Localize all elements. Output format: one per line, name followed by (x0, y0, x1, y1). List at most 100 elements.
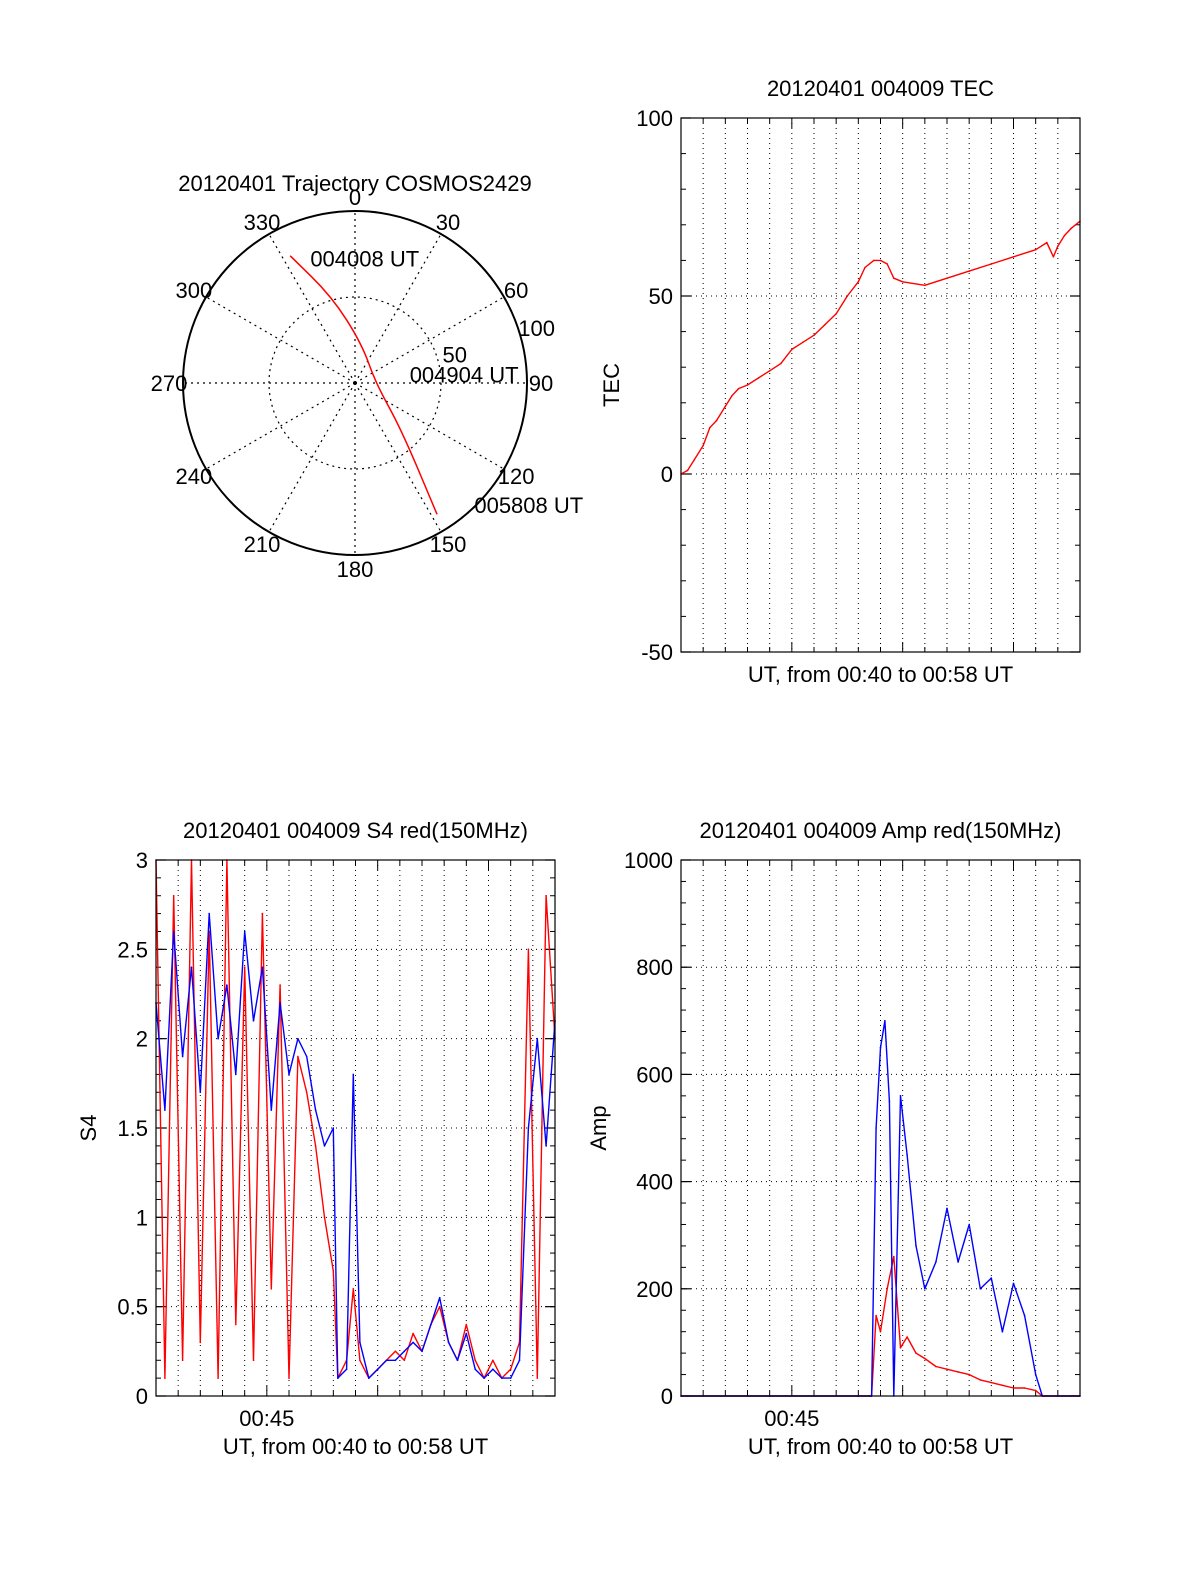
series-point (288, 1377, 290, 1379)
series-point (1023, 1314, 1026, 1317)
series-point (957, 1371, 959, 1373)
series-point (1012, 1387, 1015, 1389)
series-point (915, 1245, 917, 1247)
series-point (536, 1377, 539, 1379)
series-point (190, 966, 193, 968)
series-point (501, 1377, 503, 1379)
series-point (474, 1359, 477, 1362)
series-point (447, 1341, 450, 1344)
polar-angle-label: 210 (244, 532, 281, 557)
series-point (359, 1359, 361, 1362)
series-point (780, 362, 782, 365)
x-tick-label: 00:45 (764, 1406, 819, 1431)
series-point (802, 341, 804, 344)
y-tick-label: 0 (661, 462, 673, 487)
series-point (465, 1332, 468, 1335)
y-axis-label: S4 (76, 1115, 101, 1142)
series-point (906, 1154, 908, 1156)
series-point (1063, 234, 1066, 237)
trajectory-annotation: 005808 UT (474, 493, 583, 518)
trajectory-annotation: 004008 UT (310, 247, 419, 272)
series-point (990, 1381, 993, 1384)
series-point (857, 281, 860, 283)
chart-title: 20120401 004009 Amp red(150MHz) (699, 818, 1061, 843)
series-point (297, 1055, 299, 1058)
series-point (279, 1002, 281, 1004)
series-point (456, 1359, 459, 1362)
series-point (693, 459, 696, 461)
series-point (709, 426, 711, 429)
series-point (403, 1350, 406, 1353)
series-point (886, 263, 888, 265)
y-tick-label: 2 (136, 1027, 148, 1052)
series-point (893, 277, 895, 280)
polar-angle-label: 330 (244, 210, 281, 235)
series-point (536, 1037, 539, 1040)
trajectory-line (289, 255, 438, 515)
series-point (884, 1020, 886, 1022)
y-tick-label: -50 (641, 640, 673, 665)
series-point (979, 1379, 982, 1381)
series-point (208, 912, 210, 915)
series-point (403, 1359, 406, 1362)
series-point (1023, 1387, 1026, 1389)
series-point (702, 444, 704, 447)
series-point (509, 1377, 512, 1379)
y-tick-label: 400 (636, 1170, 673, 1195)
trajectory-annotation: 004904 UT (410, 362, 519, 387)
series-point (846, 295, 849, 297)
polar-angle-label: 150 (430, 532, 467, 557)
series-point (686, 469, 689, 472)
y-tick-label: 2.5 (117, 937, 148, 962)
series-point (297, 1037, 299, 1040)
series-point (509, 1368, 512, 1370)
series-point (164, 1109, 166, 1111)
polar-radius-label: 50 (443, 342, 467, 367)
series-point (172, 930, 175, 933)
y-tick-label: 600 (636, 1062, 673, 1087)
y-tick-label: 1.5 (117, 1116, 148, 1141)
series-point (527, 948, 530, 951)
polar-angle-label: 120 (498, 464, 535, 489)
series-point (385, 1359, 388, 1362)
series-point (474, 1368, 477, 1370)
series-point (924, 1357, 926, 1360)
series-point (332, 1270, 335, 1272)
y-tick-label: 200 (636, 1277, 673, 1302)
series-point (835, 313, 837, 315)
y-tick-label: 0 (136, 1384, 148, 1409)
series-point (545, 1145, 547, 1147)
polar-spoke (354, 296, 505, 384)
series-point (345, 1368, 348, 1370)
series-point (968, 270, 970, 272)
series-point (279, 984, 281, 986)
series-point (305, 1091, 308, 1094)
series-point (164, 1377, 166, 1379)
polar-spoke (268, 382, 356, 533)
series-point (899, 1347, 902, 1349)
series-point (270, 1288, 273, 1290)
chart-title: 20120401 004009 TEC (767, 76, 994, 101)
series-point (957, 1261, 959, 1263)
y-tick-label: 50 (649, 284, 673, 309)
polar-angle-label: 180 (337, 557, 374, 582)
series-point (886, 1288, 888, 1290)
plot-frame (680, 117, 1081, 653)
plot-frame (680, 859, 1081, 1397)
series-point (1034, 248, 1037, 251)
series-point (879, 259, 882, 262)
polar-angle-label: 300 (176, 278, 213, 303)
series-line-0 (680, 220, 1081, 475)
plot-3 (680, 859, 1081, 1397)
series-point (1001, 1384, 1004, 1387)
polar-angle-label: 240 (176, 464, 213, 489)
series-point (1001, 1330, 1004, 1333)
plot-frame (155, 859, 556, 1397)
plot-1 (680, 117, 1081, 653)
y-tick-label: 1 (136, 1205, 148, 1230)
series-point (217, 1037, 219, 1040)
polar-spoke (205, 296, 356, 384)
series-point (968, 1373, 970, 1376)
series-point (243, 930, 246, 933)
y-tick-label: 800 (636, 955, 673, 980)
